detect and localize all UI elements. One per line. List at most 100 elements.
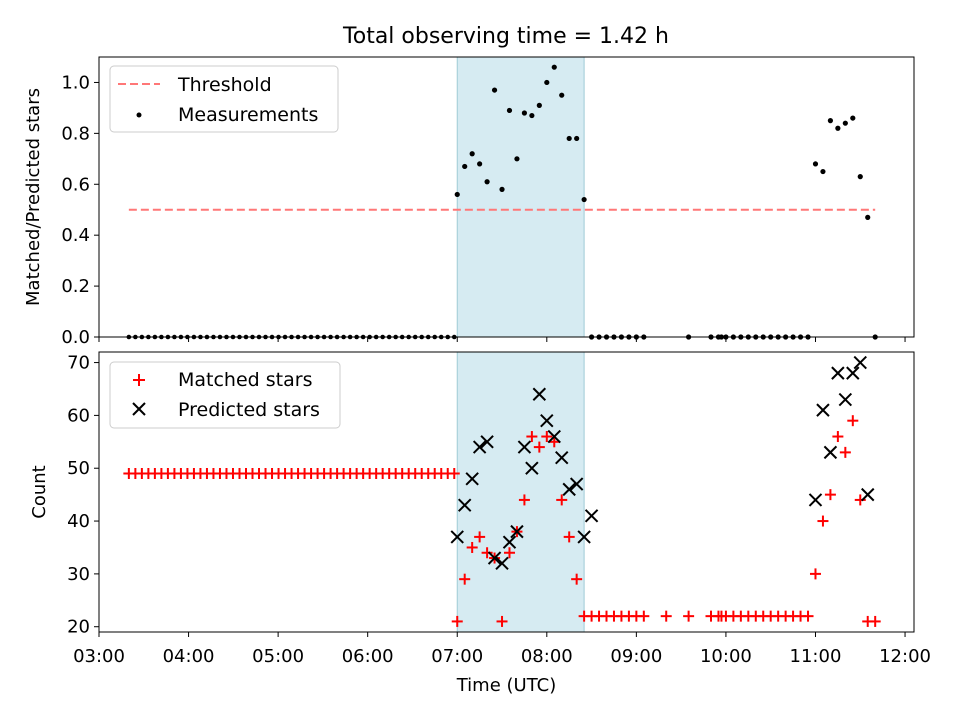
measurement-point bbox=[827, 118, 834, 124]
measurement-point bbox=[477, 161, 483, 167]
matched-star-point bbox=[459, 573, 471, 585]
matched-star-point bbox=[817, 515, 829, 527]
matched-star-point bbox=[466, 541, 478, 553]
bottom-xtick-label: 04:00 bbox=[163, 646, 215, 667]
legend-predicted-swatch bbox=[132, 402, 146, 416]
bottom-xlabel: Time (UTC) bbox=[456, 675, 557, 696]
top-panel: 0.0 0.2 0.4 0.6 0.8 1.0 Matched/Predicted sta… bbox=[23, 56, 915, 348]
measurement-point bbox=[559, 92, 565, 98]
predicted-star-point bbox=[480, 435, 494, 449]
top-ytick-label: 0.6 bbox=[61, 174, 90, 195]
predicted-stars-points bbox=[450, 355, 875, 571]
bottom-ylabel: Count bbox=[29, 465, 50, 518]
matched-star-point bbox=[526, 431, 538, 443]
predicted-star-point bbox=[823, 445, 838, 460]
legend-measurements-swatch bbox=[136, 112, 142, 118]
bottom-panel: 20 30 40 50 60 70 03:00 04:00 05:00 06:00 07:00 08:… bbox=[29, 351, 931, 696]
bottom-xtick-label: 08:00 bbox=[521, 646, 573, 667]
measurement-point bbox=[469, 151, 475, 157]
top-ytick-label: 0.2 bbox=[61, 276, 90, 297]
predicted-star-point bbox=[525, 461, 539, 475]
measurement-point bbox=[544, 79, 550, 86]
predicted-star-point bbox=[861, 487, 875, 502]
predicted-star-point bbox=[457, 498, 472, 512]
bottom-ytick-label: 40 bbox=[67, 511, 90, 532]
bottom-legend: Matched stars Predicted stars bbox=[109, 361, 341, 429]
predicted-star-point bbox=[838, 392, 853, 407]
bottom-legend-box bbox=[109, 361, 341, 429]
matched-star-point bbox=[839, 446, 851, 458]
measurement-point bbox=[835, 125, 841, 131]
measurement-point bbox=[499, 186, 505, 192]
measurement-point bbox=[514, 156, 520, 162]
matched-star-point bbox=[809, 568, 821, 580]
predicted-star-point bbox=[495, 556, 509, 571]
predicted-star-point bbox=[562, 482, 576, 497]
matched-star-point bbox=[802, 610, 814, 622]
legend-matched-label: Matched stars bbox=[178, 369, 312, 391]
measurement-point bbox=[462, 163, 468, 170]
legend-predicted-label: Predicted stars bbox=[178, 399, 320, 421]
measurement-point bbox=[521, 110, 528, 116]
predicted-star-point bbox=[465, 472, 479, 486]
legend-matched-swatch bbox=[133, 374, 145, 386]
bottom-xtick-label: 06:00 bbox=[342, 646, 394, 667]
bottom-ytick-label: 30 bbox=[67, 564, 90, 585]
top-axes-frame bbox=[98, 56, 915, 338]
measurement-point bbox=[857, 174, 863, 180]
predicted-star-point bbox=[517, 440, 532, 454]
matched-star-point bbox=[638, 610, 650, 622]
matched-star-point bbox=[448, 468, 460, 480]
predicted-star-point bbox=[577, 530, 591, 544]
measurement-point bbox=[551, 64, 557, 70]
matched-star-point bbox=[474, 531, 486, 543]
top-observing-interval-shade bbox=[456, 56, 585, 338]
matched-star-point bbox=[503, 547, 515, 559]
bottom-xtick-label: 12:00 bbox=[879, 646, 931, 667]
measurement-point bbox=[506, 107, 513, 114]
predicted-star-point bbox=[808, 493, 823, 507]
top-ytick-label: 0.8 bbox=[61, 123, 90, 144]
matched-star-point bbox=[556, 494, 568, 506]
measurement-point bbox=[574, 135, 580, 142]
bottom-xtick-label: 11:00 bbox=[790, 646, 842, 667]
predicted-star-point bbox=[816, 403, 830, 417]
matched-star-point bbox=[847, 415, 859, 427]
matched-star-point bbox=[571, 573, 583, 585]
measurement-point bbox=[529, 112, 535, 119]
matched-star-point bbox=[481, 547, 493, 559]
bottom-ytick-label: 50 bbox=[67, 458, 90, 479]
matched-star-point bbox=[832, 431, 844, 443]
matched-star-point bbox=[683, 610, 695, 622]
predicted-star-point bbox=[853, 355, 867, 370]
figure-title: Total observing time = 1.42 h bbox=[342, 24, 669, 49]
bottom-observing-interval-shade bbox=[456, 351, 585, 633]
measurement-point bbox=[484, 179, 490, 185]
top-legend: Threshold Measurements bbox=[109, 65, 339, 133]
top-legend-box bbox=[109, 65, 339, 133]
matched-star-point bbox=[518, 494, 530, 506]
measurement-point bbox=[454, 191, 460, 198]
bottom-xtick-label: 03:00 bbox=[73, 646, 125, 667]
predicted-star-point bbox=[502, 535, 517, 549]
predicted-star-point bbox=[532, 387, 547, 401]
bottom-axis-ticks: 20 30 40 50 60 70 03:00 04:00 05:00 06:00 07:00 08:… bbox=[67, 353, 931, 667]
bottom-ytick-label: 60 bbox=[67, 405, 90, 426]
legend-measurements-label: Measurements bbox=[178, 104, 318, 126]
top-ylabel: Matched/Predicted stars bbox=[23, 88, 44, 306]
matched-star-point bbox=[548, 436, 560, 448]
matched-star-point bbox=[496, 615, 508, 627]
matched-star-point bbox=[451, 615, 463, 627]
measurement-point bbox=[820, 168, 826, 175]
predicted-star-point bbox=[450, 530, 464, 544]
predicted-star-point bbox=[540, 413, 554, 428]
matched-star-point bbox=[533, 441, 545, 453]
matched-stars-points bbox=[123, 415, 881, 627]
matched-star-point bbox=[854, 494, 866, 506]
predicted-star-point bbox=[487, 551, 502, 565]
top-ytick-label: 0.0 bbox=[61, 327, 90, 348]
top-ytick-label: 0.4 bbox=[61, 225, 90, 246]
matched-star-point bbox=[824, 489, 836, 501]
predicted-star-point bbox=[472, 440, 487, 454]
